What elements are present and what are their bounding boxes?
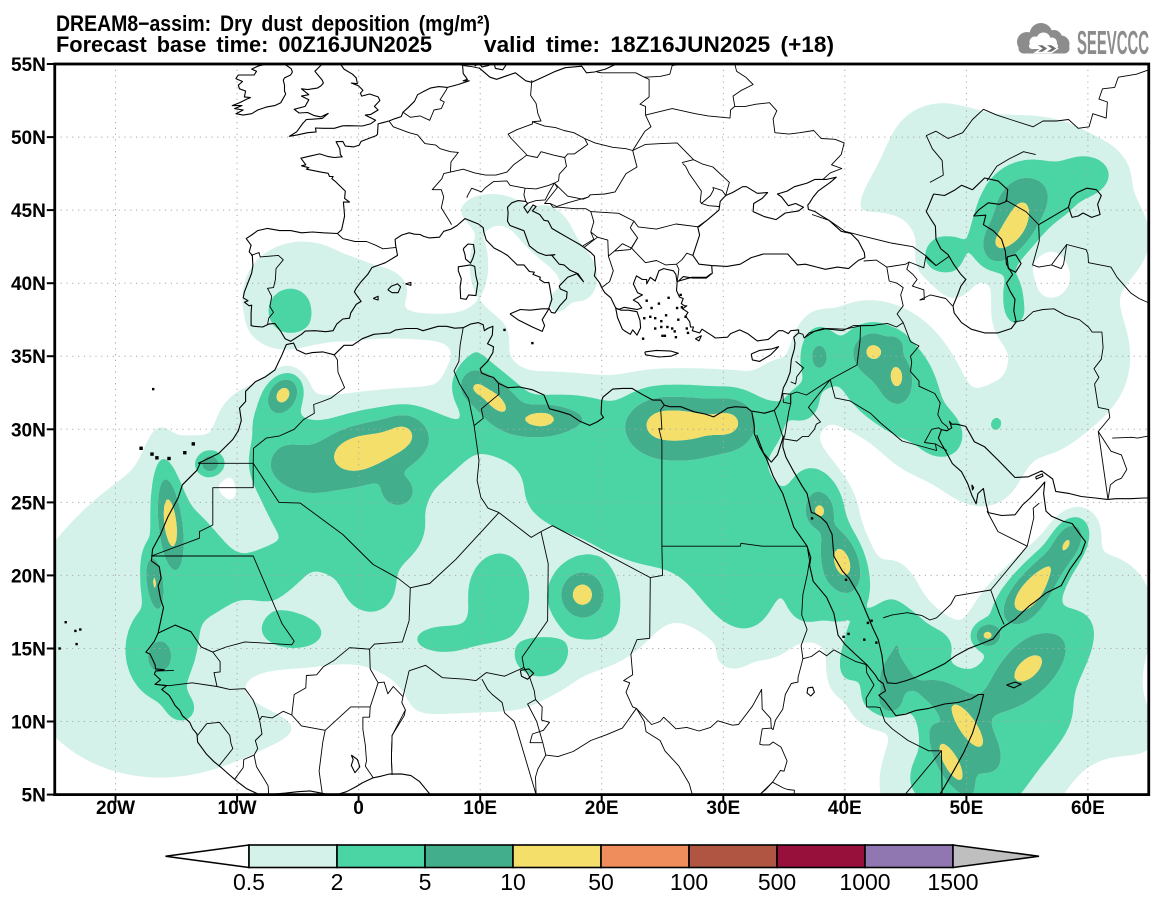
- svg-text:20N: 20N: [11, 566, 46, 587]
- svg-text:40E: 40E: [828, 798, 862, 819]
- svg-text:25N: 25N: [11, 493, 46, 514]
- svg-text:40N: 40N: [11, 274, 46, 295]
- svg-text:5: 5: [419, 869, 432, 895]
- svg-text:100: 100: [670, 869, 708, 895]
- svg-text:45N: 45N: [11, 201, 46, 222]
- svg-text:500: 500: [758, 869, 796, 895]
- svg-text:50N: 50N: [11, 128, 46, 149]
- svg-text:Forecast base time: 00Z16JUN20: Forecast base time: 00Z16JUN2025: [56, 32, 432, 57]
- svg-text:35N: 35N: [11, 347, 46, 368]
- svg-text:SEEVCCC: SEEVCCC: [1077, 24, 1149, 61]
- svg-text:10: 10: [500, 869, 526, 895]
- svg-text:1500: 1500: [927, 869, 978, 895]
- svg-text:30E: 30E: [706, 798, 740, 819]
- svg-text:10N: 10N: [11, 713, 46, 734]
- svg-text:10E: 10E: [463, 798, 497, 819]
- svg-text:15N: 15N: [11, 640, 46, 661]
- svg-text:0.5: 0.5: [233, 869, 265, 895]
- svg-text:10W: 10W: [218, 798, 257, 819]
- svg-text:5N: 5N: [22, 786, 46, 807]
- svg-text:60E: 60E: [1071, 798, 1105, 819]
- svg-text:50: 50: [588, 869, 614, 895]
- svg-text:30N: 30N: [11, 420, 46, 441]
- svg-text:valid time: 18Z16JUN2025 (+18): valid time: 18Z16JUN2025 (+18): [484, 32, 834, 57]
- svg-text:50E: 50E: [949, 798, 983, 819]
- svg-text:55N: 55N: [11, 55, 46, 76]
- svg-text:2: 2: [331, 869, 344, 895]
- svg-text:0: 0: [353, 798, 364, 819]
- svg-text:20E: 20E: [585, 798, 619, 819]
- svg-text:1000: 1000: [839, 869, 890, 895]
- svg-text:20W: 20W: [96, 798, 135, 819]
- svg-text:DREAM8−assim: Dry dust deposit: DREAM8−assim: Dry dust deposition (mg/m²…: [56, 11, 490, 36]
